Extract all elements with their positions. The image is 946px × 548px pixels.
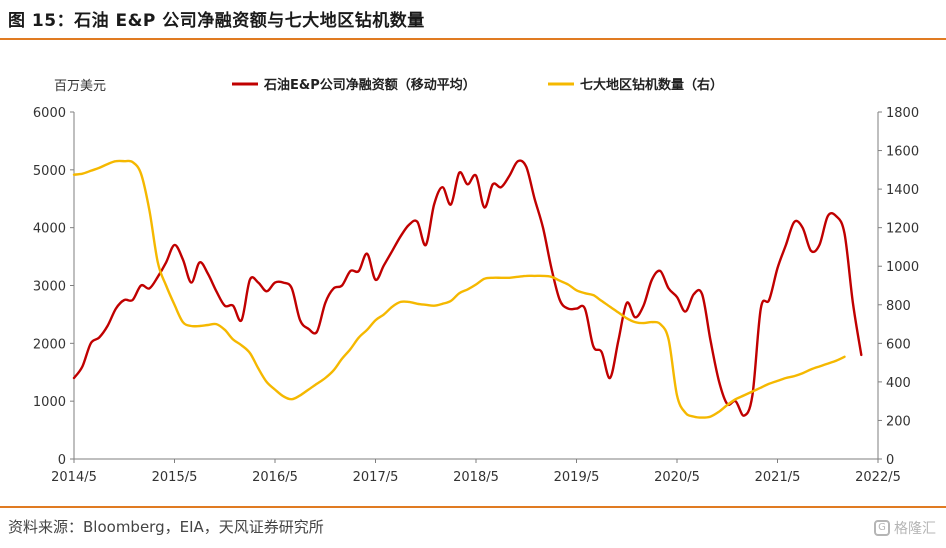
x-tick-label: 2019/5 xyxy=(554,470,600,485)
y-right-tick-label: 1000 xyxy=(886,260,919,275)
x-tick-label: 2021/5 xyxy=(755,470,801,485)
y-left-tick-label: 2000 xyxy=(33,337,66,352)
legend-label-2: 七大地区钻机数量（右） xyxy=(580,77,723,93)
y-left-tick-label: 6000 xyxy=(33,106,66,121)
chart-svg: 0 1000 2000 3000 4000 5000 6000 0 200 400 600 800 10… xyxy=(33,77,919,485)
legend-label-1: 石油E&P公司净融资额（移动平均） xyxy=(263,77,476,93)
x-tick-label: 2014/5 xyxy=(51,470,97,485)
y-left-tick-label: 5000 xyxy=(33,164,66,179)
y-left-tick-label: 3000 xyxy=(33,280,66,295)
y-right-tick-label: 1800 xyxy=(886,106,919,121)
y-right-tick-label: 1600 xyxy=(886,145,919,160)
watermark-text: 格隆汇 xyxy=(894,521,936,537)
y-right-tick-label: 0 xyxy=(886,453,894,468)
x-tick-label: 2015/5 xyxy=(152,470,198,485)
axes-group: 0 1000 2000 3000 4000 5000 6000 0 200 400 600 800 10… xyxy=(33,79,919,485)
x-tick-label: 2022/5 xyxy=(855,470,901,485)
x-tick-label: 2016/5 xyxy=(252,470,298,485)
legend: 石油E&P公司净融资额（移动平均） 七大地区钻机数量（右） xyxy=(232,77,723,93)
y-right-tick-label: 1200 xyxy=(886,222,919,237)
y-left-tick-label: 1000 xyxy=(33,395,66,410)
title-divider xyxy=(0,38,946,40)
x-tick-label: 2017/5 xyxy=(353,470,399,485)
y-left-tick-label: 0 xyxy=(58,453,66,468)
source-note: 资料来源：Bloomberg，EIA，天风证券研究所 xyxy=(8,518,324,536)
series-group xyxy=(72,159,863,419)
y-right-tick-label: 800 xyxy=(886,299,911,314)
y-right-tick-label: 400 xyxy=(886,376,911,391)
footer-divider xyxy=(0,506,946,508)
y-right-tick-label: 1400 xyxy=(886,183,919,198)
y-left-axis-label: 百万美元 xyxy=(54,79,106,94)
x-tick-label: 2020/5 xyxy=(654,470,700,485)
figure-title: 图 15：石油 E&P 公司净融资额与七大地区钻机数量 xyxy=(8,11,425,31)
watermark-logo-icon: G xyxy=(874,520,890,536)
y-right-tick-label: 600 xyxy=(886,337,911,352)
x-tick-label: 2018/5 xyxy=(453,470,499,485)
series-line-rig-count xyxy=(72,159,846,419)
y-right-tick-label: 200 xyxy=(886,414,911,429)
watermark: G 格隆汇 xyxy=(874,518,936,538)
y-left-tick-label: 4000 xyxy=(33,222,66,237)
